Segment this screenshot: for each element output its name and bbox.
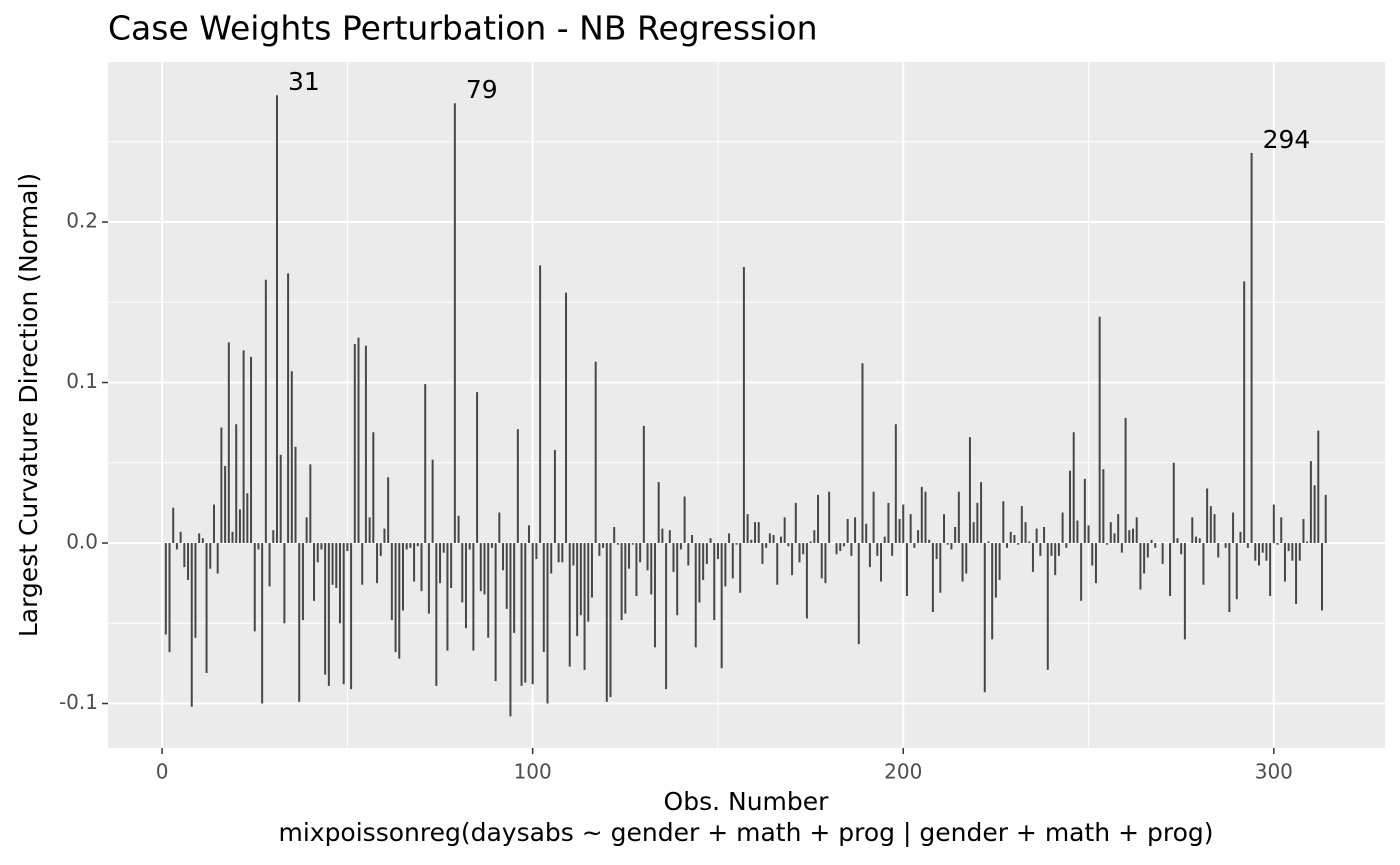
annotation: 79 [466, 75, 498, 104]
y-axis-title: Largest Curvature Direction (Normal) [14, 173, 43, 637]
chart-title: Case Weights Perturbation - NB Regressio… [108, 9, 818, 48]
y-tick-label: -0.1 [59, 690, 98, 714]
y-tick-label: 0.1 [66, 369, 98, 393]
caption: mixpoissonreg(daysabs ~ gender + math + … [278, 818, 1213, 847]
x-tick-label: 200 [884, 760, 922, 784]
annotation: 294 [1263, 125, 1311, 154]
y-tick-label: 0.2 [66, 209, 98, 233]
annotation: 31 [288, 67, 320, 96]
plot-background [108, 62, 1385, 748]
x-tick-label: 300 [1255, 760, 1293, 784]
x-axis-title: Obs. Number [664, 787, 830, 816]
x-tick-label: 100 [514, 760, 552, 784]
y-tick-label: 0.0 [66, 530, 98, 554]
x-tick-label: 0 [156, 760, 169, 784]
